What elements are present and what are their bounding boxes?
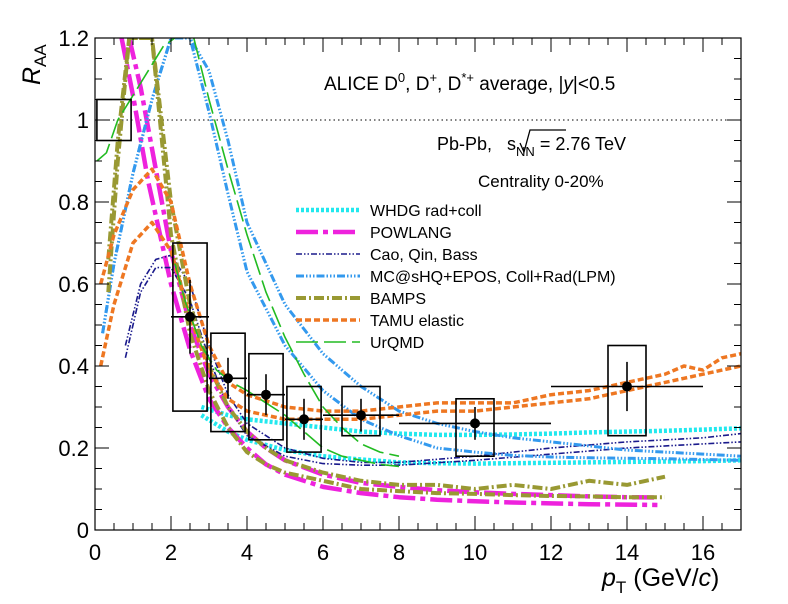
x-tick-label: 2 [165, 540, 177, 565]
legend-label: BAMPS [370, 291, 426, 308]
x-tick-label: 16 [691, 540, 715, 565]
data-point [261, 389, 271, 400]
systematic-box [607, 344, 647, 437]
data-point [470, 418, 480, 429]
x-tick-label: 0 [89, 540, 101, 565]
y-tick-label: 0.2 [58, 436, 89, 461]
data-point [299, 414, 309, 425]
model-curve-6-1 [193, 38, 400, 457]
y-tick-label: 1.2 [58, 26, 89, 51]
model-curve-6-0 [96, 38, 176, 162]
legend-label: UrQMD [370, 335, 424, 352]
model-curve-4-0 [106, 38, 666, 491]
chart-title: ALICE D0, D+, D*+ average, |y|<0.5 [324, 70, 615, 95]
y-tick-label: 0 [77, 518, 89, 543]
x-tick-label: 6 [317, 540, 329, 565]
x-tick-label: 12 [539, 540, 563, 565]
data-point [223, 373, 233, 384]
plot-area [95, 38, 741, 530]
legend-label: WHDG rad+coll [370, 203, 482, 220]
y-tick-label: 0.8 [58, 190, 89, 215]
sqrt-sign [519, 129, 566, 154]
x-tick-label: 8 [393, 540, 405, 565]
systematic-box [248, 352, 284, 441]
systematic-box [455, 397, 495, 457]
collision-system-label: Pb-Pb, sNN = 2.76 TeV [437, 134, 626, 159]
data-points [171, 279, 703, 440]
model-curve-0-1 [200, 413, 741, 466]
legend-label: POWLANG [370, 225, 452, 242]
axes: 0 2 4 6 8 10 12 14 16 0 0.2 0.4 0.6 0.8 1 1.2 [58, 26, 742, 565]
legend: WHDG rad+coll POWLANG Cao, Qin, Bass MC@sHQ… [296, 203, 616, 352]
systematic-boxes [96, 98, 647, 457]
y-tick-label: 0.6 [58, 272, 89, 297]
legend-label: MC@sHQ+EPOS, Coll+Rad(LPM) [370, 269, 616, 286]
y-tick-label: 1 [77, 108, 89, 133]
data-point [622, 381, 632, 392]
systematic-box [341, 385, 381, 437]
y-axis-title: RAA [18, 44, 50, 85]
model-curves [96, 38, 741, 508]
model-curve-6-2 [174, 263, 400, 468]
data-point [356, 410, 366, 421]
legend-label: Cao, Qin, Bass [370, 247, 478, 264]
x-axis-title: pT (GeV/c) [601, 564, 719, 597]
model-curve-1-1 [119, 38, 658, 508]
y-tick-label: 0.4 [58, 354, 89, 379]
model-curve-4-1 [106, 38, 665, 500]
data-point [185, 311, 195, 322]
x-tick-label: 14 [615, 540, 639, 565]
x-tick-label: 4 [241, 540, 253, 565]
legend-label: TAMU elastic [370, 313, 464, 330]
systematic-box [172, 242, 208, 412]
x-tick-label: 10 [463, 540, 487, 565]
model-curve-2-1 [124, 266, 741, 466]
centrality-label: Centrality 0-20% [478, 172, 604, 191]
systematic-box [210, 332, 246, 433]
